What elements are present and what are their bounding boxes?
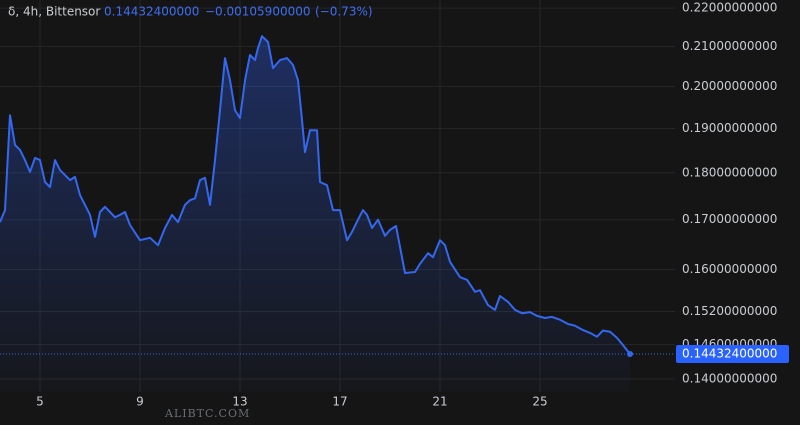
y-tick-label: 0.22000000000 <box>682 1 777 15</box>
price: 0.14432400000 <box>104 5 199 19</box>
x-tick-label: 25 <box>532 395 547 409</box>
y-tick-label: 0.20000000000 <box>682 79 777 93</box>
plot <box>0 35 675 392</box>
y-tick-label: 0.18000000000 <box>682 165 777 179</box>
y-tick-label: 0.19000000000 <box>682 121 777 135</box>
y-tick-label: 0.14000000000 <box>682 372 777 386</box>
y-tick-label: 0.15200000000 <box>682 304 777 318</box>
x-tick-label: 13 <box>232 395 247 409</box>
symbol: δ, 4h, Bittensor <box>8 5 100 19</box>
y-tick-label: 0.21000000000 <box>682 39 777 53</box>
price-tag <box>676 345 789 364</box>
x-tick-label: 5 <box>36 395 44 409</box>
change-percent: (−0.73%) <box>315 5 373 19</box>
last-point <box>627 351 633 358</box>
axes: 5 9 13 17 21 25 0.22000000000 0.21000000000 0.20… <box>36 1 789 409</box>
change: −0.00105900000 <box>205 5 311 19</box>
x-tick-label: 9 <box>136 395 144 409</box>
y-tick-label: 0.16000000000 <box>682 262 777 276</box>
line <box>0 35 631 355</box>
x-tick-label: 21 <box>432 395 447 409</box>
area <box>0 36 630 392</box>
price-tag-label: 0.14432400000 <box>682 347 777 361</box>
watermark: ALIBTC.COM <box>164 407 250 420</box>
y-tick-label: 0.17000000000 <box>682 212 777 226</box>
x-tick-label: 17 <box>332 395 347 409</box>
